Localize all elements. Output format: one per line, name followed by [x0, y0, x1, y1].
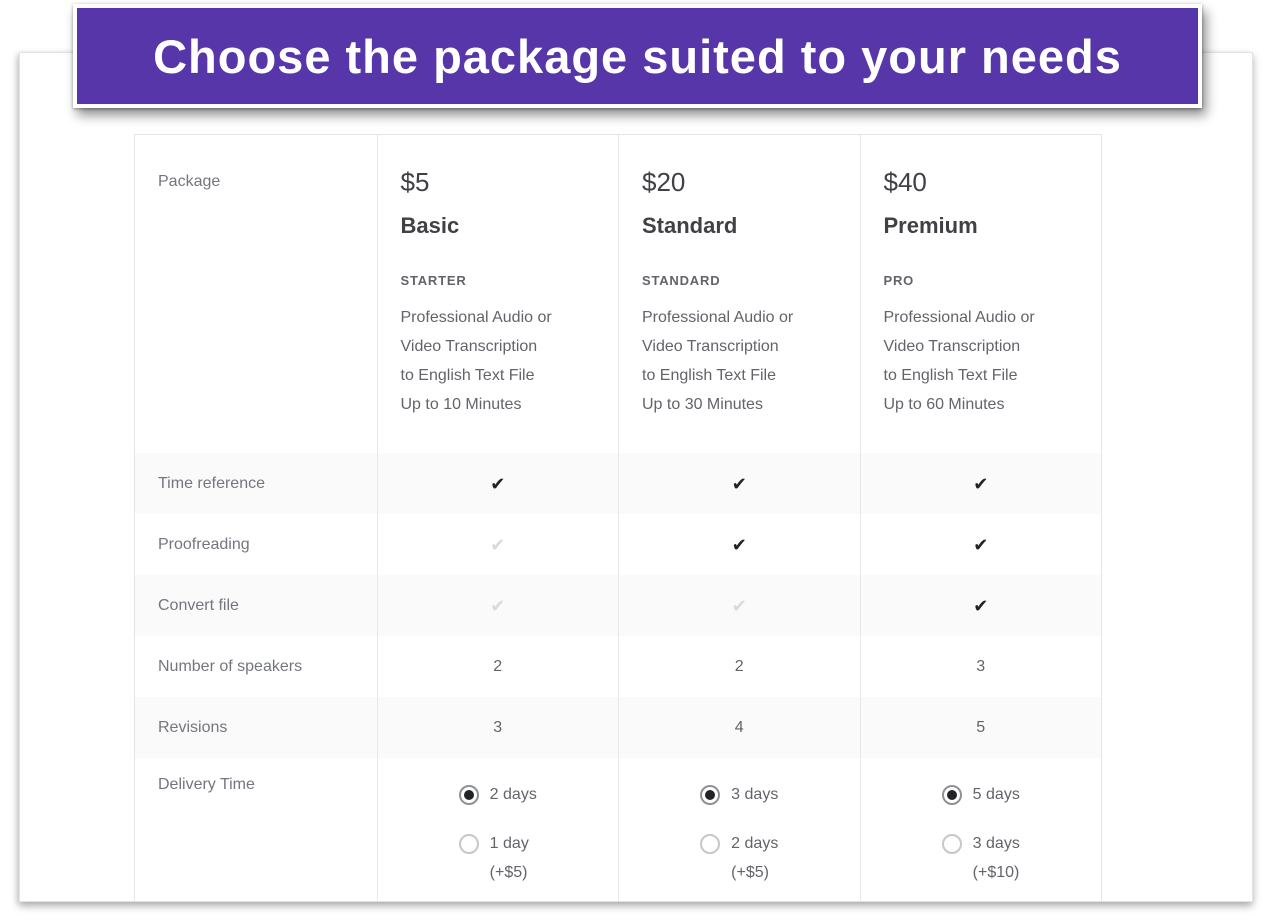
check-icon: ✔ — [973, 534, 989, 555]
feature-row-revisions: Revisions 3 4 5 — [135, 697, 1101, 758]
radio-unselected-icon[interactable] — [941, 833, 962, 854]
package-description: Professional Audio or Video Transcriptio… — [642, 303, 836, 419]
feature-row-time-reference: Time reference ✔ ✔ ✔ — [135, 453, 1101, 514]
delivery-options-basic: 2 days 1 day (+$5) — [376, 758, 619, 901]
package-price: $40 — [883, 167, 927, 197]
delivery-option-label[interactable]: 5 days — [972, 786, 1020, 803]
feature-label: Revisions — [158, 718, 228, 736]
description-line: Professional Audio or — [400, 309, 552, 326]
feature-value: 4 — [734, 718, 744, 736]
delivery-option-label[interactable]: 2 days — [731, 835, 779, 852]
package-header-premium: $40 Premium PRO Professional Audio or Vi… — [859, 135, 1102, 453]
package-column-label: Package — [158, 173, 221, 190]
feature-label: Convert file — [158, 596, 239, 614]
package-name: Basic — [400, 213, 460, 238]
description-line: Up to 60 Minutes — [883, 396, 1005, 413]
package-price: $5 — [400, 167, 430, 197]
feature-value: 3 — [493, 718, 503, 736]
banner-title: Choose the package suited to your needs — [153, 29, 1122, 83]
check-icon: ✔ — [490, 595, 506, 616]
package-tier: STANDARD — [642, 273, 721, 288]
delivery-option-label[interactable]: 3 days — [731, 786, 779, 803]
feature-label: Proofreading — [158, 535, 250, 553]
delivery-surcharge: (+$5) — [731, 864, 769, 881]
radio-selected-icon[interactable] — [941, 784, 962, 805]
package-column-cell: Package — [135, 135, 377, 453]
feature-row-convert-file: Convert file ✔ ✔ ✔ — [135, 575, 1101, 636]
check-icon: ✔ — [490, 534, 506, 555]
package-price: $20 — [642, 167, 686, 197]
description-line: Video Transcription — [400, 338, 538, 355]
description-line: Up to 10 Minutes — [400, 396, 522, 413]
package-description: Professional Audio or Video Transcriptio… — [401, 303, 595, 419]
feature-value: 2 — [734, 657, 744, 675]
package-name: Standard — [642, 213, 738, 238]
feature-row-proofreading: Proofreading ✔ ✔ ✔ — [135, 514, 1101, 575]
delivery-option-selected[interactable]: 5 days — [941, 780, 1020, 809]
package-name: Premium — [883, 213, 978, 238]
table-header-row: Package $5 Basic STARTER Professional Au… — [135, 135, 1101, 453]
description-line: Professional Audio or — [883, 309, 1035, 326]
check-icon: ✔ — [731, 534, 747, 555]
feature-label: Number of speakers — [158, 657, 303, 675]
pricing-table: Package $5 Basic STARTER Professional Au… — [134, 134, 1102, 901]
check-icon: ✔ — [731, 473, 747, 494]
description-line: Professional Audio or — [642, 309, 794, 326]
check-icon: ✔ — [973, 473, 989, 494]
delivery-options-standard: 3 days 2 days (+$5) — [618, 758, 860, 901]
delivery-option-label[interactable]: 3 days — [972, 835, 1020, 852]
description-line: to English Text File — [883, 367, 1018, 384]
delivery-option-label[interactable]: 2 days — [489, 786, 537, 803]
delivery-surcharge: (+$10) — [972, 864, 1020, 881]
package-header-basic: $5 Basic STARTER Professional Audio or V… — [376, 135, 619, 453]
delivery-option-selected[interactable]: 2 days — [458, 780, 537, 809]
description-line: Up to 30 Minutes — [642, 396, 763, 413]
banner: Choose the package suited to your needs — [73, 4, 1202, 108]
delivery-options-premium: 5 days 3 days (+$10) — [859, 758, 1102, 901]
radio-selected-icon[interactable] — [458, 784, 479, 805]
description-line: to English Text File — [642, 367, 776, 384]
check-icon: ✔ — [731, 595, 747, 616]
radio-unselected-icon[interactable] — [458, 833, 479, 854]
delivery-time-row: Delivery Time 2 days 1 day (+$5) — [135, 758, 1102, 901]
delivery-option-alternative[interactable]: 3 days — [941, 829, 1020, 858]
feature-label: Delivery Time — [158, 776, 255, 793]
package-header-standard: $20 Standard STANDARD Professional Audio… — [618, 135, 860, 453]
delivery-option-selected[interactable]: 3 days — [700, 780, 778, 809]
description-line: Video Transcription — [883, 338, 1021, 355]
delivery-surcharge: (+$5) — [489, 864, 528, 881]
package-tier: STARTER — [400, 273, 467, 288]
feature-value: 2 — [493, 657, 503, 675]
check-icon: ✔ — [973, 595, 989, 616]
delivery-option-alternative[interactable]: 1 day — [458, 829, 529, 858]
feature-row-number-of-speakers: Number of speakers 2 2 3 — [135, 636, 1101, 697]
check-icon: ✔ — [490, 473, 506, 494]
package-description: Professional Audio or Video Transcriptio… — [884, 303, 1078, 419]
delivery-option-alternative[interactable]: 2 days — [700, 829, 778, 858]
package-tier: PRO — [883, 273, 915, 288]
content-card: Package $5 Basic STARTER Professional Au… — [19, 52, 1253, 902]
feature-value: 5 — [976, 718, 986, 736]
feature-label: Time reference — [158, 474, 265, 492]
description-line: to English Text File — [400, 367, 535, 384]
description-line: Video Transcription — [642, 338, 779, 355]
delivery-option-label[interactable]: 1 day — [489, 835, 529, 852]
radio-selected-icon[interactable] — [700, 784, 721, 805]
feature-value: 3 — [976, 657, 986, 675]
radio-unselected-icon[interactable] — [700, 833, 721, 854]
